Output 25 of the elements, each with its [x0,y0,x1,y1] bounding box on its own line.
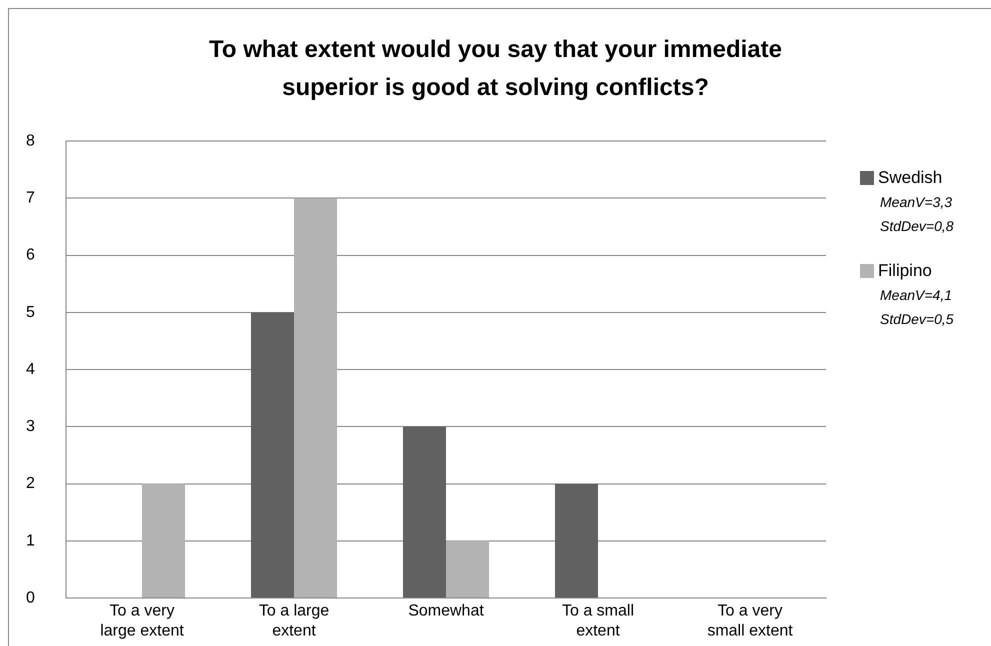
y-tick-label: 3 [26,418,35,436]
x-tick-label: Somewhat [408,602,484,620]
y-tick-label: 6 [26,246,35,264]
bar [446,540,490,598]
y-tick-label: 4 [26,360,35,378]
chart-title: To what extent would you say that your immediate superior is good at solving conflicts? [208,35,783,103]
y-tick-label: 8 [26,132,35,150]
text: MeanV=4,1 StdDev=0,5 [880,286,955,329]
text: MeanV=3,3 StdDev=0,8 [880,193,955,236]
x-tick-label: To a very small extent [707,602,794,640]
x-tick-label: To a small extent [562,602,634,640]
y-tick-label: 1 [26,532,35,550]
bar [554,484,598,598]
bar [402,426,446,598]
bar [250,312,294,598]
y-tick-label: 5 [26,304,35,321]
bar [142,484,186,598]
y-tick-label: 7 [26,190,35,207]
x-tick-label: To a very large extent [100,602,184,640]
legend-label: Filipino [878,261,932,281]
y-tick-label: 2 [26,475,35,492]
legend-label: Swedish [878,168,942,188]
y-tick-label: 0 [26,589,35,606]
x-tick-label: To a large extent [258,602,330,640]
bar [294,198,338,598]
